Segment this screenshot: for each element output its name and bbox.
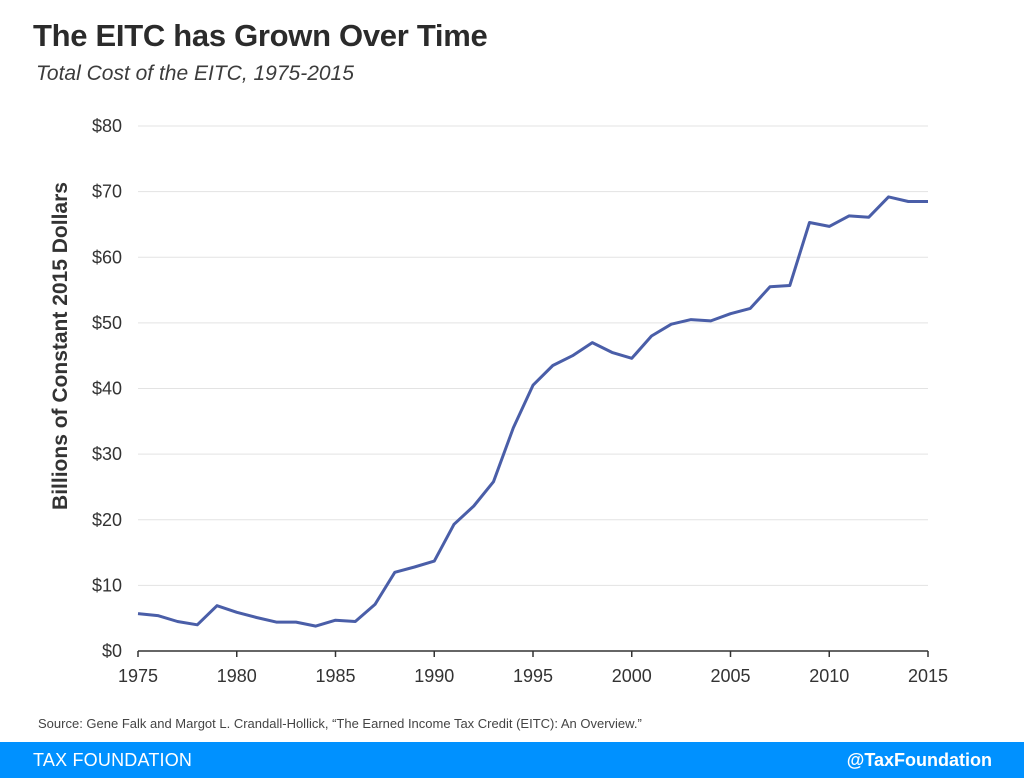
x-tick-label: 1990: [414, 666, 454, 686]
y-tick-label: $30: [92, 444, 122, 464]
footer-handle[interactable]: @TaxFoundation: [846, 749, 992, 770]
x-tick-label: 1975: [118, 666, 158, 686]
chart-area: $0 $10 $20 $30 $40 $50 $60 $70 $80 1975 1980 1985 1…: [49, 116, 948, 686]
y-tick-label: $70: [92, 182, 122, 202]
source-note: Source: Gene Falk and Margot L. Crandall…: [38, 716, 642, 731]
y-tick-label: $10: [92, 575, 122, 595]
chart-subtitle: Total Cost of the EITC, 1975-2015: [36, 62, 354, 85]
y-tick-label: $80: [92, 116, 122, 136]
x-tick-label: 1985: [315, 666, 355, 686]
x-tick-label: 2005: [710, 666, 750, 686]
series-line: [137, 195, 928, 628]
x-tick-label: 2010: [809, 666, 849, 686]
line-chart: $0$10$20$30$40$50$60$70$80 1975 1980 1985 1…: [49, 116, 948, 686]
x-tick-label: 2015: [908, 666, 948, 686]
y-axis-ticks: $0 $10 $20 $30 $40 $50 $60 $70 $80: [92, 116, 122, 661]
footer-bar: TAX FOUNDATION @TaxFoundation: [0, 742, 1024, 778]
y-tick-label: $50: [92, 313, 122, 333]
y-tick-label: $20: [92, 510, 122, 530]
y-tick-label: $40: [92, 379, 122, 399]
footer-brand: TAX FOUNDATION: [33, 749, 193, 770]
y-axis-label: Billions of Constant 2015 Dollars: [49, 182, 72, 510]
gridlines: [138, 125, 928, 586]
y-tick-label: $0: [102, 641, 122, 661]
x-tick-label: 1980: [217, 666, 257, 686]
x-tick-label: 1995: [513, 666, 553, 686]
y-tick-label: $60: [92, 247, 122, 267]
x-tick-label: 2000: [612, 666, 652, 686]
x-axis-ticks: 1975 1980 1985 1990 1995 2000 2005 2010 2015: [118, 651, 948, 686]
chart-title: The EITC has Grown Over Time: [33, 18, 488, 53]
